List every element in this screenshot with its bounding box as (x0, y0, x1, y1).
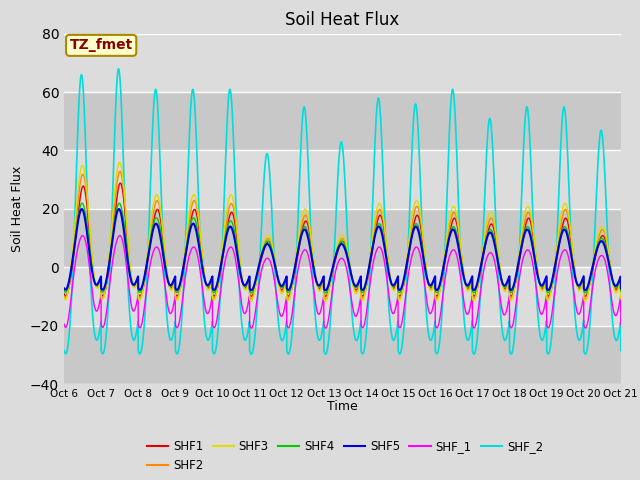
Bar (64, 34, 621, 92)
Bar (64, 150, 621, 209)
Title: Soil Heat Flux: Soil Heat Flux (285, 11, 399, 29)
Bar (64, 267, 621, 325)
Y-axis label: Soil Heat Flux: Soil Heat Flux (12, 166, 24, 252)
Bar (64, 209, 621, 267)
Legend: SHF1, SHF2, SHF3, SHF4, SHF5, SHF_1, SHF_2: SHF1, SHF2, SHF3, SHF4, SHF5, SHF_1, SHF… (142, 435, 548, 477)
Text: TZ_fmet: TZ_fmet (70, 38, 133, 52)
Bar (64, 92, 621, 150)
Bar (64, 325, 621, 384)
X-axis label: Time: Time (327, 400, 358, 413)
